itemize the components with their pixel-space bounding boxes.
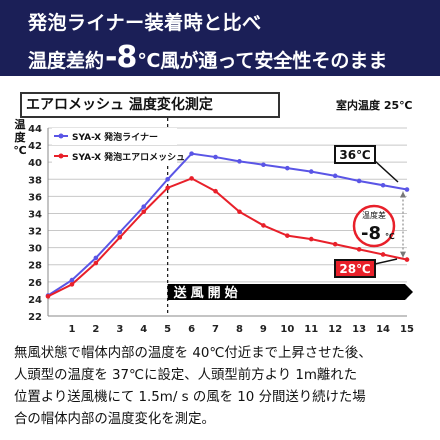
y-tick-label: 34 (28, 209, 42, 220)
headline-banner: 発泡ライナー装着時と比べ 温度差約 -8 ℃風が通って安全性そのまま (0, 0, 440, 76)
x-tick-label: 12 (328, 324, 342, 335)
y-tick-label: 36 (28, 192, 42, 203)
headline-line-2: 温度差約 -8 ℃風が通って安全性そのまま (28, 40, 388, 75)
x-tick-label: 13 (352, 324, 366, 335)
x-tick-label: 5 (164, 324, 171, 335)
x-tick-label: 8 (236, 324, 243, 335)
data-point-series-2 (404, 257, 410, 262)
x-tick-label: 15 (400, 324, 414, 335)
legend-marker-1 (58, 133, 64, 139)
y-tick-label: 26 (28, 278, 42, 289)
x-tick-label: 9 (260, 324, 267, 335)
data-point-series-2 (380, 252, 386, 257)
high-callout-pointer (374, 160, 399, 183)
difference-badge-unit: ℃ (385, 232, 395, 241)
data-point-series-1 (213, 154, 218, 160)
data-point-series-1 (261, 162, 266, 168)
x-tick-label: 7 (212, 324, 219, 335)
bracket-arrow-top (400, 191, 406, 198)
data-point-series-2 (189, 176, 194, 181)
data-point-series-1 (380, 182, 386, 188)
headline-prefix: 温度差約 (28, 50, 105, 72)
data-point-series-2 (69, 282, 75, 287)
x-tick-label: 2 (92, 324, 99, 335)
data-point-series-1 (308, 169, 314, 174)
data-point-series-1 (285, 165, 290, 171)
difference-badge (352, 204, 396, 248)
data-point-series-2 (165, 185, 170, 191)
data-point-series-1 (356, 178, 362, 184)
y-tick-label: 40 (28, 158, 42, 169)
low-temp-label: 28℃ (339, 262, 370, 276)
data-point-series-2 (93, 260, 99, 266)
low-temp-callout (334, 259, 376, 278)
y-tick-label: 32 (28, 227, 42, 238)
y-tick-label: 42 (28, 141, 42, 152)
legend-bg (52, 148, 177, 165)
data-point-series-2 (237, 209, 242, 215)
data-point-series-2 (45, 294, 51, 299)
data-point-series-1 (404, 187, 410, 192)
y-tick-label: 38 (28, 175, 42, 186)
data-point-series-1 (93, 255, 99, 261)
x-tick-label: 3 (116, 324, 123, 335)
x-tick-label: 6 (188, 324, 195, 335)
high-temp-label: 36℃ (339, 148, 370, 162)
low-callout-pointer (374, 258, 398, 265)
test-description: 無風状態で帽体内部の温度を 40℃付近まで上昇させた後、 人頭型の温度を 37℃… (14, 346, 372, 427)
y-tick-label: 28 (28, 261, 42, 272)
x-tick-label: 14 (376, 324, 390, 335)
x-tick-label: 10 (280, 324, 294, 335)
data-point-series-1 (117, 229, 123, 235)
headline-line-1: 発泡ライナー装着時と比べ (28, 12, 262, 34)
airflow-label: 送風開始 (173, 285, 242, 301)
airflow-arrow (167, 284, 413, 300)
room-temperature: 室内温度 25℃ (336, 99, 413, 112)
y-axis-label: 温度 ℃ (12, 118, 28, 157)
data-point-series-2 (308, 236, 314, 242)
data-point-series-2 (356, 247, 362, 252)
data-point-series-2 (285, 233, 290, 238)
series-line-2 (47, 177, 408, 298)
y-tick-label: 30 (28, 244, 42, 255)
chart-title: エアロメッシュ 温度変化測定 (20, 92, 280, 118)
headline-suffix: ℃風が通って安全性そのまま (137, 50, 388, 72)
x-tick-label: 1 (68, 324, 75, 335)
y-tick-label: 22 (28, 312, 42, 323)
x-tick-label: 4 (140, 324, 147, 335)
series-line-1 (47, 152, 408, 297)
difference-badge-label: 温度差 (362, 210, 386, 220)
data-point-series-2 (141, 209, 147, 215)
data-point-series-2 (213, 188, 218, 194)
headline-diff-value: -8 (105, 40, 137, 75)
legend-label-1: SYA-X 発泡ライナー (72, 131, 158, 143)
x-tick-label: 11 (304, 324, 318, 335)
data-point-series-2 (261, 223, 266, 228)
y-tick-label: 24 (28, 295, 42, 306)
legend-bg (52, 128, 177, 145)
y-axis-unit: ℃ (13, 144, 27, 157)
legend-label-2: SYA-X 発泡エアロメッシュ (72, 151, 185, 163)
difference-badge-value: -8 (361, 223, 381, 244)
data-point-series-2 (332, 241, 338, 247)
data-point-series-1 (165, 176, 170, 182)
data-point-series-1 (189, 151, 194, 156)
data-point-series-1 (69, 277, 75, 283)
data-point-series-1 (332, 173, 338, 179)
high-temp-callout (334, 145, 376, 164)
legend-marker-2 (58, 153, 64, 159)
y-tick-label: 44 (28, 124, 42, 135)
data-point-series-1 (141, 204, 147, 209)
data-point-series-1 (237, 159, 242, 164)
data-point-series-2 (117, 235, 123, 240)
bracket-arrow-bottom (400, 251, 406, 258)
y-axis-label-text: 温度 (14, 118, 26, 144)
